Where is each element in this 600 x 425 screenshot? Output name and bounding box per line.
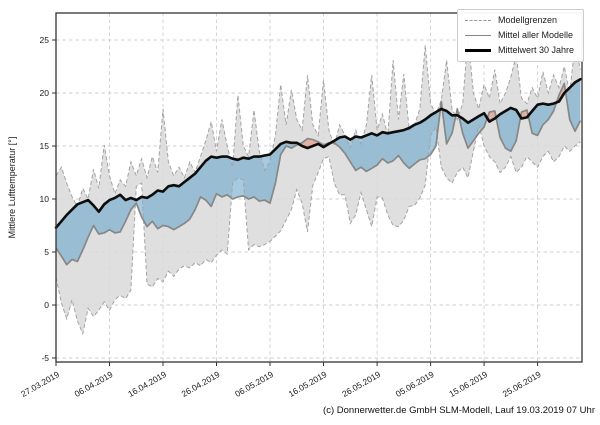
legend-label: Mittel aller Modelle <box>498 30 574 40</box>
svg-text:06.04.2019: 06.04.2019 <box>73 369 115 399</box>
svg-text:15.06.2019: 15.06.2019 <box>447 369 489 399</box>
legend: Modellgrenzen Mittel aller Modelle Mitte… <box>457 9 585 62</box>
svg-text:-5: -5 <box>41 353 49 363</box>
svg-text:26.04.2019: 26.04.2019 <box>180 369 222 399</box>
legend-label: Modellgrenzen <box>498 15 558 25</box>
svg-text:10: 10 <box>40 194 50 204</box>
svg-text:27.03.2019: 27.03.2019 <box>19 369 61 399</box>
legend-item-mittelwert-30-jahre: Mittelwert 30 Jahre <box>465 45 574 56</box>
svg-text:0: 0 <box>44 300 49 310</box>
svg-text:15: 15 <box>40 141 50 151</box>
chart-caption: (c) Donnerwetter.de GmbH SLM-Modell, Lau… <box>323 405 595 416</box>
svg-text:Mittlere Lufttemperatur [°]: Mittlere Lufttemperatur [°] <box>7 137 17 239</box>
svg-text:16.04.2019: 16.04.2019 <box>126 369 168 399</box>
svg-text:16.05.2019: 16.05.2019 <box>287 369 329 399</box>
svg-text:05.06.2019: 05.06.2019 <box>394 369 436 399</box>
legend-label: Mittelwert 30 Jahre <box>498 45 575 55</box>
gray-line-swatch <box>465 35 491 36</box>
svg-text:06.05.2019: 06.05.2019 <box>233 369 275 399</box>
svg-text:20: 20 <box>40 88 50 98</box>
svg-text:25: 25 <box>40 35 50 45</box>
dashed-line-swatch <box>465 20 491 21</box>
legend-item-modellgrenzen: Modellgrenzen <box>465 15 574 26</box>
svg-text:5: 5 <box>44 247 49 257</box>
black-line-swatch <box>465 49 491 52</box>
svg-text:25.06.2019: 25.06.2019 <box>501 369 543 399</box>
legend-item-mittel-aller-modelle: Mittel aller Modelle <box>465 30 574 41</box>
svg-text:26.05.2019: 26.05.2019 <box>340 369 382 399</box>
